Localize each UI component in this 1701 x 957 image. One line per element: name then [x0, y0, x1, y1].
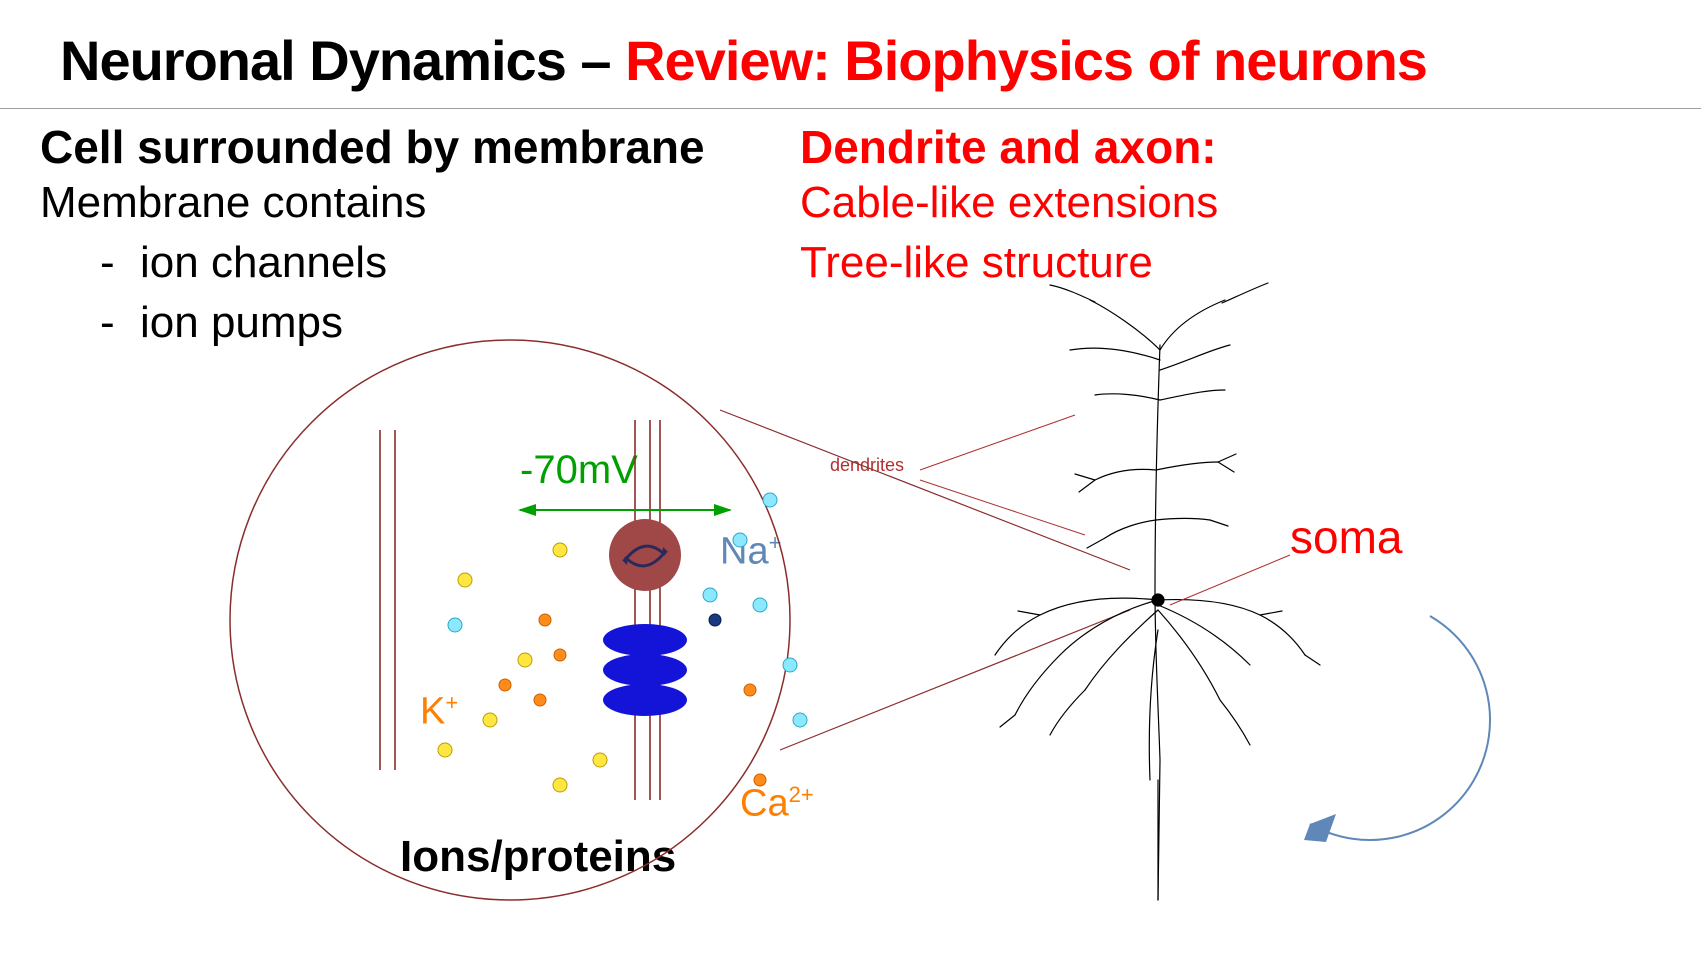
neuron-sketch [995, 283, 1320, 900]
membrane-lines [380, 420, 660, 800]
ion-pump-icon [609, 519, 681, 591]
zoom-callout-lines [720, 410, 1130, 750]
ion-dots-darkblue [709, 614, 721, 626]
diagram-svg [0, 0, 1701, 957]
ion-dots-yellow [438, 543, 607, 792]
membrane-zoom-circle [230, 340, 790, 900]
ion-channel-icon [603, 624, 687, 716]
signal-arrow-icon [1304, 616, 1490, 842]
